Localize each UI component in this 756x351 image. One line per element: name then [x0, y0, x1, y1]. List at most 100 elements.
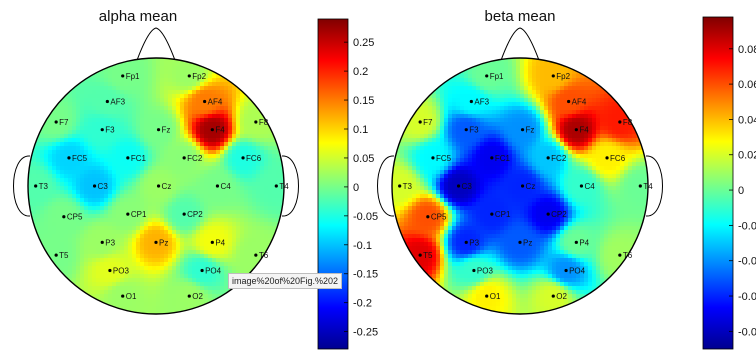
electrode-c4 — [215, 184, 220, 188]
electrode-t3 — [398, 184, 402, 188]
electrode-label-af4: AF4 — [208, 98, 223, 107]
electrode-label-fz: Fz — [162, 126, 171, 135]
electrode-label-cp1: CP1 — [131, 210, 147, 219]
electrode-label-t5: T5 — [423, 251, 433, 260]
electrode-label-f3: F3 — [469, 126, 479, 135]
electrode-po3 — [472, 268, 476, 273]
electrode-fz — [520, 128, 525, 132]
electrode-label-fp1: Fp1 — [126, 72, 140, 81]
electrode-label-f8: F8 — [259, 118, 269, 127]
electrode-label-fc2: FC2 — [187, 154, 203, 163]
electrode-label-f3: F3 — [105, 126, 115, 135]
electrode-label-fp1: Fp1 — [490, 72, 504, 81]
electrode-label-po4: PO4 — [205, 266, 222, 275]
electrode-label-fc6: FC6 — [610, 154, 626, 163]
head-outline — [27, 57, 285, 315]
electrode-t6 — [254, 253, 258, 257]
electrode-label-t5: T5 — [59, 251, 69, 260]
electrode-label-po3: PO3 — [113, 266, 130, 275]
electrode-p4 — [210, 240, 214, 244]
electrode-label-po4: PO4 — [569, 266, 586, 275]
electrode-fc1 — [126, 156, 130, 160]
beta-mean-topomap: beta mean Fp1 Fp2 AF3 AF4 F7 F3 Fz F4 F8 FC5 FC1 FC2… — [377, 8, 756, 350]
colorbar-tick-label: 0.06 — [738, 79, 756, 91]
electrode-label-t6: T6 — [259, 251, 269, 260]
electrode-po4 — [564, 268, 568, 273]
electrode-label-f4: F4 — [579, 126, 589, 135]
colorbar-tick-label: 0.2 — [353, 66, 368, 78]
electrode-label-t6: T6 — [623, 251, 633, 260]
colorbar-tick-label: 0.15 — [353, 95, 374, 107]
electrode-f7 — [418, 120, 422, 124]
electrode-p3 — [464, 240, 468, 244]
electrode-c4 — [579, 184, 584, 188]
left-ear-outline — [377, 155, 395, 217]
electrode-label-p3: P3 — [105, 238, 115, 247]
electrode-f3 — [464, 128, 468, 132]
electrode-c3 — [456, 184, 461, 188]
electrode-cz — [520, 184, 525, 188]
electrode-label-af3: AF3 — [110, 98, 125, 107]
electrode-t6 — [618, 253, 622, 257]
electrode-af4 — [203, 99, 207, 104]
electrode-fp2 — [187, 74, 191, 78]
electrode-cp5 — [426, 215, 430, 219]
nose-outline — [135, 27, 177, 64]
electrode-label-o2: O2 — [556, 292, 567, 301]
electrode-cp2 — [546, 212, 550, 216]
electrode-fp1 — [485, 74, 489, 78]
electrode-label-o2: O2 — [192, 292, 203, 301]
electrode-pz — [154, 240, 158, 244]
electrode-fp2 — [551, 74, 555, 78]
electrode-t4 — [274, 184, 278, 188]
electrode-fc5 — [431, 156, 435, 160]
nose-outline — [499, 27, 541, 64]
electrode-label-f7: F7 — [59, 118, 69, 127]
colorbar-tick-label: -0.25 — [353, 327, 378, 339]
electrode-label-p4: P4 — [579, 238, 589, 247]
colorbar-tick-label: 0.04 — [738, 114, 756, 126]
colorbar-tick-label: 0.25 — [353, 37, 374, 49]
electrode-f8 — [254, 120, 258, 124]
electrode-cp2 — [182, 212, 186, 216]
electrode-label-fp2: Fp2 — [192, 72, 206, 81]
electrode-label-po3: PO3 — [477, 266, 494, 275]
electrode-o1 — [121, 294, 125, 298]
electrode-label-cp2: CP2 — [187, 210, 203, 219]
electrode-af3 — [469, 99, 473, 104]
electrode-label-p4: P4 — [215, 238, 225, 247]
electrode-cp1 — [126, 212, 130, 216]
electrode-af3 — [105, 99, 109, 104]
electrode-label-pz: Pz — [159, 238, 168, 247]
chart-title: beta mean — [485, 8, 556, 25]
electrode-label-p3: P3 — [469, 238, 479, 247]
colorbar-tick-label: 0 — [353, 182, 359, 194]
electrode-label-cp1: CP1 — [495, 210, 511, 219]
electrode-f3 — [100, 128, 104, 132]
electrode-cz — [156, 184, 161, 188]
colorbar-tick-label: -0.1 — [353, 240, 372, 252]
colorbar-tick-label: -0.15 — [353, 269, 378, 281]
electrode-fc5 — [67, 156, 71, 160]
electrode-label-c4: C4 — [220, 182, 231, 191]
colorbar-tick-label: -0.04 — [738, 256, 756, 268]
colorbar-tick-label: -0.08 — [738, 326, 756, 338]
electrode-label-o1: O1 — [490, 292, 501, 301]
electrode-label-o1: O1 — [126, 292, 137, 301]
colorbar-tick-label: -0.05 — [353, 211, 378, 223]
electrode-label-af3: AF3 — [474, 98, 489, 107]
electrode-label-fc5: FC5 — [72, 154, 88, 163]
electrode-p3 — [100, 240, 104, 244]
electrode-o2 — [187, 294, 191, 298]
electrode-label-t3: T3 — [403, 182, 413, 191]
electrode-o2 — [551, 294, 555, 298]
electrode-label-cp5: CP5 — [67, 213, 83, 222]
electrode-pz — [518, 240, 522, 244]
colorbar-tick-label: -0.06 — [738, 291, 756, 303]
alpha-mean-topomap: alpha mean Fp1 Fp2 AF3 AF4 F7 F3 Fz F4 F8 FC5 FC1 FC… — [13, 8, 378, 350]
electrode-f8 — [618, 120, 622, 124]
electrode-label-cz: Cz — [526, 182, 536, 191]
electrode-af4 — [567, 99, 571, 104]
electrode-label-f7: F7 — [423, 118, 433, 127]
